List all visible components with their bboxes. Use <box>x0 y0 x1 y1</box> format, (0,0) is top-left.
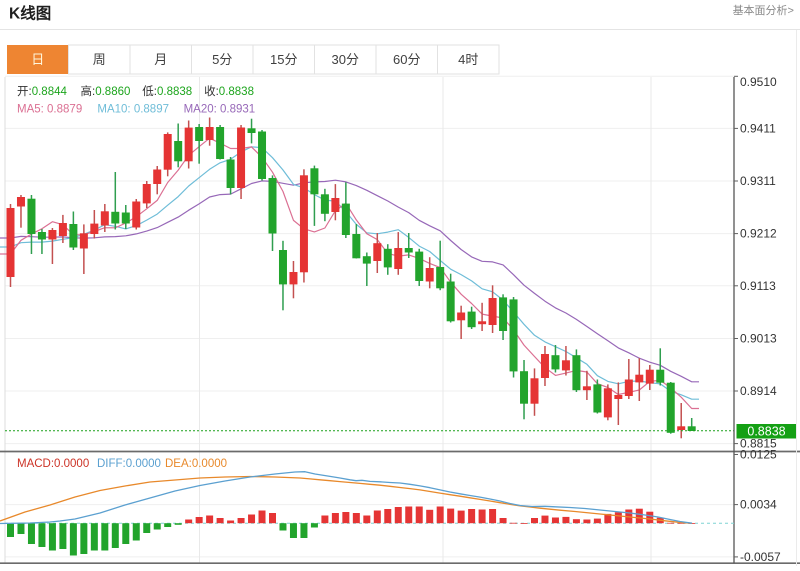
svg-text:0.9212: 0.9212 <box>740 227 777 241</box>
svg-text:0.9113: 0.9113 <box>740 279 776 293</box>
svg-text:0.9311: 0.9311 <box>740 174 776 188</box>
svg-text:0.9013: 0.9013 <box>740 332 777 346</box>
svg-text:基本面分析>: 基本面分析> <box>733 3 794 17</box>
svg-text:4时: 4时 <box>458 52 478 67</box>
svg-text:MA10: 0.8897: MA10: 0.8897 <box>97 104 169 116</box>
svg-text:MA20: 0.8931: MA20: 0.8931 <box>184 104 256 116</box>
svg-text:收:0.8838: 收:0.8838 <box>204 84 254 98</box>
svg-text:日: 日 <box>31 52 44 67</box>
svg-text:DIFF:0.0000: DIFF:0.0000 <box>97 458 161 470</box>
svg-text:周: 周 <box>93 52 106 67</box>
svg-text:低:0.8838: 低:0.8838 <box>142 85 192 98</box>
svg-text:0.0034: 0.0034 <box>740 498 777 512</box>
svg-text:-0.0057: -0.0057 <box>740 550 781 564</box>
svg-text:0.9411: 0.9411 <box>740 121 776 135</box>
svg-text:60分: 60分 <box>393 52 420 67</box>
svg-text:0.8838: 0.8838 <box>747 425 785 439</box>
svg-text:月: 月 <box>154 52 167 67</box>
svg-text:30分: 30分 <box>332 52 359 67</box>
svg-text:MA5: 0.8879: MA5: 0.8879 <box>17 104 82 116</box>
svg-text:0.9510: 0.9510 <box>740 75 777 89</box>
svg-text:5分: 5分 <box>212 52 232 67</box>
svg-text:MACD:0.0000: MACD:0.0000 <box>17 458 89 470</box>
svg-text:DEA:0.0000: DEA:0.0000 <box>165 458 227 470</box>
svg-text:0.0125: 0.0125 <box>740 448 777 462</box>
svg-text:15分: 15分 <box>270 52 297 67</box>
svg-text:高:0.8860: 高:0.8860 <box>81 84 131 98</box>
svg-text:0.8914: 0.8914 <box>740 384 777 398</box>
svg-text:开:0.8844: 开:0.8844 <box>17 86 67 98</box>
svg-text:K线图: K线图 <box>9 4 51 23</box>
svg-text:0.8815: 0.8815 <box>740 437 777 451</box>
